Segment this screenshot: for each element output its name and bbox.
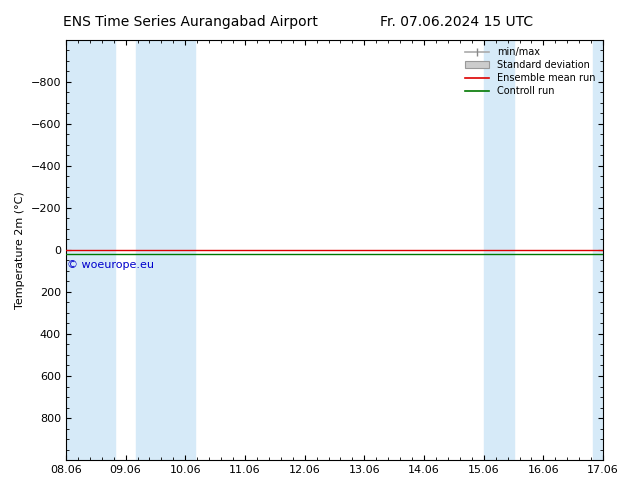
Bar — [484, 40, 514, 460]
Text: Fr. 07.06.2024 15 UTC: Fr. 07.06.2024 15 UTC — [380, 15, 533, 29]
Bar — [136, 40, 195, 460]
Legend: min/max, Standard deviation, Ensemble mean run, Controll run: min/max, Standard deviation, Ensemble me… — [462, 45, 598, 99]
Bar — [593, 40, 603, 460]
Text: ENS Time Series Aurangabad Airport: ENS Time Series Aurangabad Airport — [63, 15, 318, 29]
Text: © woeurope.eu: © woeurope.eu — [67, 260, 154, 270]
Bar — [66, 40, 115, 460]
Y-axis label: Temperature 2m (°C): Temperature 2m (°C) — [15, 191, 25, 309]
